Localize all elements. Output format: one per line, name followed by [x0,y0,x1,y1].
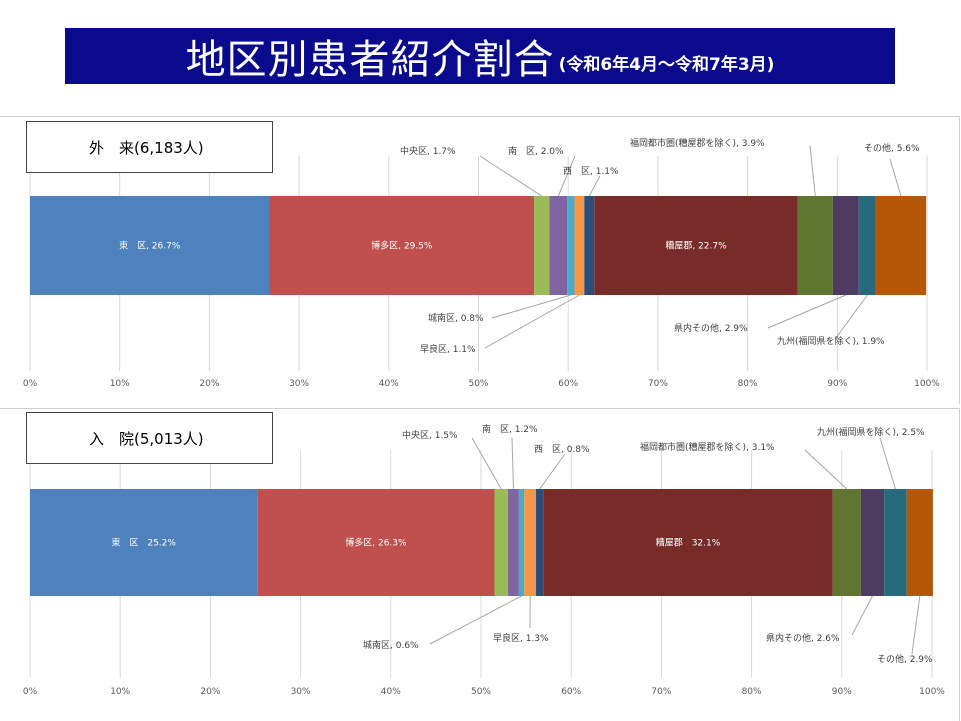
data-label: 県内その他, 2.9% [674,322,748,334]
data-label: 福岡都市圏(糟屋郡を除く), 3.9% [630,137,765,149]
bar-segment [494,489,509,596]
tick-label: 0% [23,687,38,697]
leader-line [851,595,873,636]
tick-label: 40% [381,687,401,697]
outpatient-label: 外 来(6,183人) [26,121,273,173]
data-label: 九州(福岡県を除く), 2.5% [817,426,925,438]
tick-label: 20% [200,687,220,697]
bar-segment [906,489,933,596]
data-label: 南 区, 1.2% [482,423,538,435]
bar-segment [524,489,537,596]
leader-line [804,449,848,490]
tick-label: 80% [742,687,762,697]
bar-segment [567,196,575,295]
bar-segment [536,489,544,596]
bar-segment [574,196,585,295]
data-label: 博多区, 29.5% [371,240,433,252]
bar-segment [860,489,885,596]
bar-segment [875,196,927,295]
data-label: 福岡都市圏(糟屋郡を除く), 3.1% [640,441,775,453]
tick-label: 10% [110,687,130,697]
bar-segment [508,489,519,596]
bar-segment [30,196,270,295]
data-label: 東 区, 26.7% [119,240,181,252]
leader-line [889,158,902,197]
tick-label: 50% [468,379,488,389]
bar-segment [518,489,525,596]
page-subtitle: (令和6年4月～令和7年3月) [558,54,775,75]
leader-line [471,437,502,490]
tick-label: 10% [110,379,130,389]
leader-line [557,155,576,197]
data-label: 南 区, 2.0% [508,145,564,157]
tick-label: 30% [289,379,309,389]
data-label: 西 区, 0.8% [534,444,590,455]
title-banner: 地区別患者紹介割合 (令和6年4月～令和7年3月) [65,28,895,84]
tick-label: 80% [738,379,758,389]
data-label: 早良区, 1.1% [420,343,476,355]
bar-segment [30,489,258,596]
data-label: 中央区, 1.5% [402,429,458,441]
leader-line [511,437,514,490]
data-label: 糟屋郡 32.1% [656,537,721,549]
tick-label: 100% [914,379,940,389]
inpatient-chart: 0% 10% 20% 30% 40% 50% 60% 70% 80% 90% 100% 東 区 25.… [23,423,945,697]
data-label: 城南区, 0.6% [363,639,419,651]
leader-line [767,294,847,329]
outpatient-chart: 0% 10% 20% 30% 40% 50% 60% 70% 80% 90% 100% 東 区, 26… [23,137,940,389]
data-label: 糟屋郡, 22.7% [665,240,727,252]
data-label: その他, 2.9% [877,653,933,665]
tick-label: 70% [648,379,668,389]
leader-line [479,155,543,197]
data-label: その他, 5.6% [864,142,920,154]
data-label: 城南区, 0.8% [428,312,484,324]
data-label: 早良区, 1.3% [493,632,549,644]
bar-segment [534,196,550,295]
bar-segment [594,196,798,295]
bar-segment [269,196,535,295]
tick-label: 70% [651,687,671,697]
tick-label: 20% [199,379,219,389]
leader-line [539,453,566,490]
data-label: 県内その他, 2.6% [766,632,840,644]
data-label: 中央区, 1.7% [400,145,456,157]
data-label: 東 区 25.2% [111,537,176,549]
leader-line [879,437,896,490]
bar-segment [858,196,876,295]
tick-label: 0% [23,379,38,389]
bar-segment [549,196,568,295]
bar-segment [543,489,833,596]
data-label: 西 区, 1.1% [563,166,619,177]
leader-line [835,294,868,339]
bar-segment [257,489,495,596]
page-title: 地区別患者紹介割合 [185,37,555,83]
bar-segment [832,489,861,596]
tick-label: 90% [827,379,847,389]
tick-label: 90% [832,687,852,697]
bar-segment [884,489,907,596]
leader-line [911,595,921,655]
tick-label: 100% [919,687,945,697]
leader-line [809,145,816,197]
tick-label: 40% [379,379,399,389]
data-label: 博多区, 26.3% [345,537,407,549]
leader-line [588,175,601,197]
inpatient-label: 入 院(5,013人) [26,412,273,464]
tick-label: 60% [561,687,581,697]
bar-segment [584,196,595,295]
tick-label: 50% [471,687,491,697]
leader-line [484,294,580,349]
bar-segment [832,196,859,295]
tick-label: 60% [558,379,578,389]
tick-label: 30% [291,687,311,697]
bar-segment [797,196,833,295]
leader-line [429,595,522,645]
leader-line [491,294,572,319]
data-label: 九州(福岡県を除く), 1.9% [777,335,885,347]
